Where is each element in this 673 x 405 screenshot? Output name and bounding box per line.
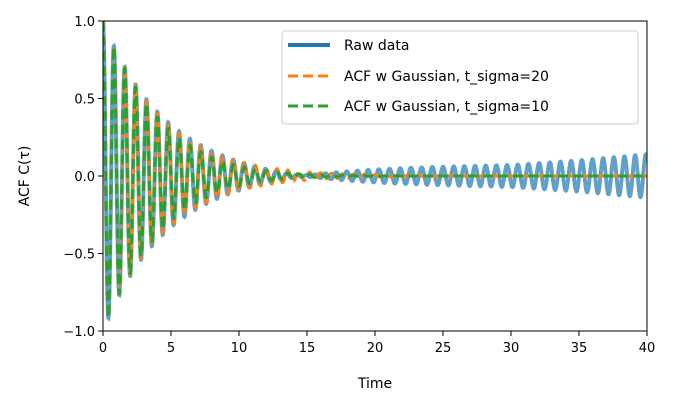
y-axis-label: ACF C(τ): [17, 146, 33, 207]
x-tick-label: 10: [231, 341, 248, 356]
y-tick-label: 1.0: [74, 15, 95, 30]
x-tick-label: 35: [571, 341, 588, 356]
legend-label-raw-data: Raw data: [344, 38, 409, 54]
y-tick-label: 0.0: [74, 170, 95, 185]
x-tick-label: 5: [167, 341, 175, 356]
x-tick-label: 0: [99, 341, 107, 356]
legend-label-sigma20: ACF w Gaussian, t_sigma=20: [344, 69, 549, 85]
legend-label-sigma10: ACF w Gaussian, t_sigma=10: [344, 99, 549, 115]
x-tick-label: 40: [639, 341, 656, 356]
x-tick-label: 20: [367, 341, 384, 356]
legend: Raw data ACF w Gaussian, t_sigma=20 ACF …: [281, 30, 639, 125]
y-tick-label: −0.5: [63, 248, 95, 263]
y-tick-label: −1.0: [63, 325, 95, 340]
x-axis-label: Time: [357, 376, 392, 392]
legend-box: [281, 30, 639, 125]
x-tick-label: 30: [503, 341, 520, 356]
series-line-sigma10: [103, 21, 647, 321]
x-tick-label: 25: [435, 341, 452, 356]
x-tick-label: 15: [299, 341, 316, 356]
y-tick-label: 0.5: [74, 93, 95, 108]
